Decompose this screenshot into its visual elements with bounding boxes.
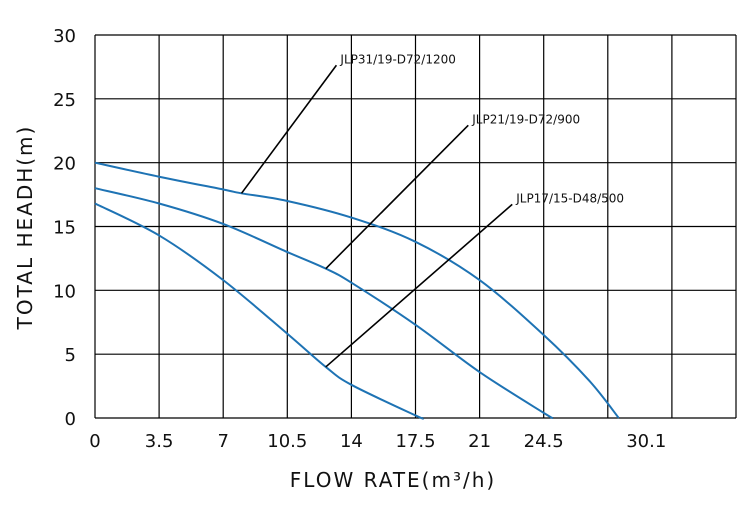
y-tick-label: 25 <box>53 90 76 111</box>
series-line-2 <box>94 187 554 420</box>
y-tick-label: 20 <box>53 154 76 175</box>
annotation-leader-1 <box>240 64 338 194</box>
series-line-1 <box>94 161 620 419</box>
grid <box>94 34 737 419</box>
x-tick-label: 0 <box>89 431 100 452</box>
y-tick-label: 30 <box>53 26 76 47</box>
x-tick-label: 3.5 <box>145 431 174 452</box>
y-tick-label: 0 <box>65 409 76 430</box>
tick-labels: 0 3.5 7 10.5 14 17.5 21 24.5 30.1 0 5 10 15 20 25 30 <box>53 26 666 452</box>
x-tick-label: 24.5 <box>524 431 564 452</box>
x-tick-label: 21 <box>468 431 491 452</box>
y-tick-label: 15 <box>53 218 76 239</box>
series-label-3: JLP17/15-D48/500 <box>515 191 624 205</box>
x-tick-label: 14 <box>340 431 363 452</box>
series-annotations: JLP31/19-D72/1200 JLP21/19-D72/900 JLP17/1… <box>240 52 624 368</box>
series-label-1: JLP31/19-D72/1200 <box>339 52 455 66</box>
y-tick-label: 10 <box>53 281 76 302</box>
series-line-3 <box>94 202 425 420</box>
series-label-2: JLP21/19-D72/900 <box>471 112 580 126</box>
y-tick-label: 5 <box>65 345 76 366</box>
series-lines <box>94 161 620 420</box>
x-tick-label: 10.5 <box>267 431 307 452</box>
x-axis-title: FLOW RATE(m³/h) <box>290 468 496 492</box>
x-tick-label: 30.1 <box>626 431 666 452</box>
annotation-leader-2 <box>325 124 469 270</box>
x-tick-label: 7 <box>217 431 228 452</box>
annotation-leader-3 <box>325 203 513 368</box>
x-tick-label: 17.5 <box>395 431 435 452</box>
y-axis-title: TOTAL HEADH(m) <box>13 125 37 331</box>
